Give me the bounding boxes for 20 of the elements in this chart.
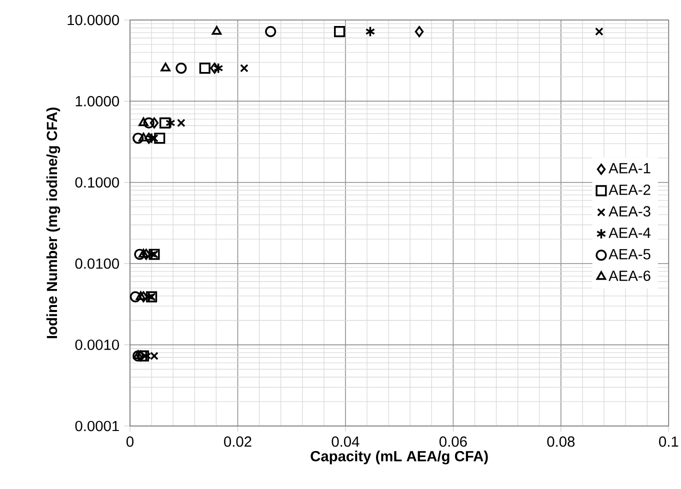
legend-label: AEA-6 (608, 270, 650, 281)
legend-label: AEA-2 (608, 184, 650, 195)
legend-label: AEA-4 (608, 228, 651, 238)
y-tick-label: 0.0001 (75, 420, 119, 432)
legend-label: AEA-3 (608, 206, 650, 217)
y-tick-label: 1.0000 (76, 96, 120, 106)
x-tick-label: 0.06 (439, 436, 467, 447)
y-tick-label: 10.0000 (68, 14, 120, 26)
x-axis-title: Capacity (mL AEA/g CFA) (310, 450, 488, 464)
x-tick-label: 0.04 (332, 436, 360, 447)
y-tick-label: 0.0010 (75, 340, 120, 350)
y-tick-label: 0.1000 (75, 177, 120, 188)
x-tick-label: 0.02 (224, 436, 252, 447)
x-tick-label: 0.08 (547, 436, 575, 447)
x-tick-label: 0.1 (659, 436, 678, 447)
legend-label: AEA-1 (608, 163, 650, 174)
legend-label: AEA-5 (608, 249, 650, 260)
x-tick-label: 0 (126, 436, 134, 447)
y-tick-label: 0.0100 (75, 258, 120, 269)
y-axis-title: Iodine Number (mg iodine/g CFA) (46, 108, 60, 338)
